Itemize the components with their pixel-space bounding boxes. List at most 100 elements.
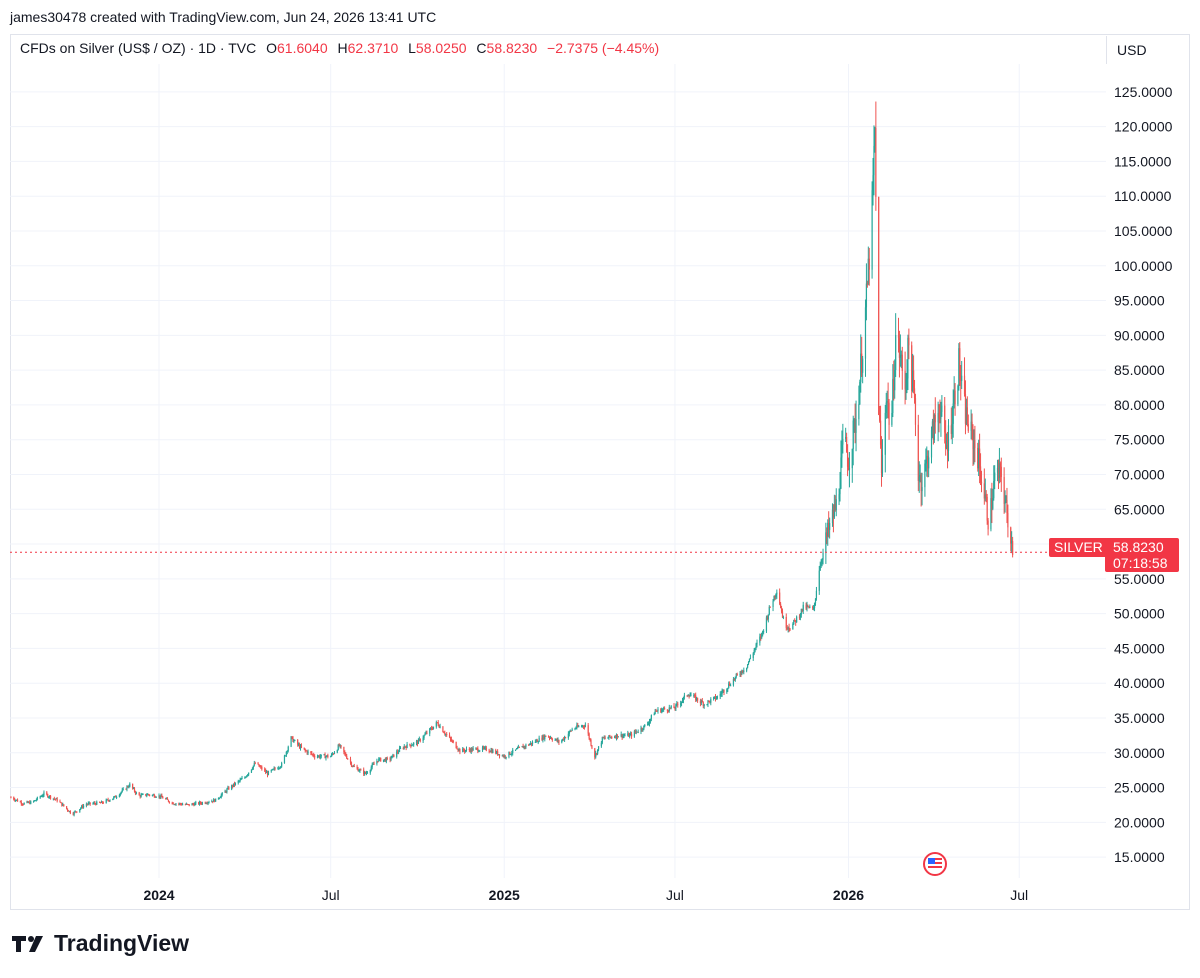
- candle: [241, 775, 243, 780]
- currency-selector[interactable]: USD: [1106, 36, 1190, 64]
- candle-body: [838, 494, 840, 500]
- candle-body: [94, 802, 96, 804]
- candle: [378, 757, 380, 762]
- tradingview-logo[interactable]: TradingView: [12, 930, 189, 957]
- candle-body: [56, 798, 58, 802]
- candle-body: [244, 777, 246, 779]
- y-tick-label: 65.0000: [1114, 501, 1165, 517]
- candle-body: [840, 457, 842, 489]
- candle-body: [413, 742, 415, 745]
- candle-body: [741, 670, 743, 675]
- candle: [397, 749, 400, 755]
- candle-body: [74, 811, 76, 813]
- candle: [650, 714, 652, 722]
- candle-body: [763, 631, 765, 633]
- candle: [853, 418, 855, 433]
- candle-body: [866, 283, 868, 285]
- candle: [518, 746, 520, 748]
- candle-body: [139, 795, 141, 797]
- candle: [809, 604, 811, 609]
- candle-body: [940, 411, 942, 419]
- candle: [431, 725, 433, 731]
- candle-body: [121, 789, 123, 792]
- candle-body: [906, 378, 908, 380]
- candle: [517, 744, 519, 749]
- candle-body: [294, 740, 296, 742]
- candle: [633, 729, 635, 738]
- candle-body: [900, 354, 902, 356]
- candle: [132, 783, 134, 790]
- candle-body: [845, 436, 847, 439]
- candle: [333, 751, 336, 755]
- candle-body: [246, 775, 248, 778]
- candle: [298, 742, 300, 747]
- candle: [675, 703, 677, 712]
- candle-body: [594, 748, 596, 758]
- chart-frame[interactable]: [10, 34, 1190, 910]
- candle: [728, 681, 730, 689]
- candle-body: [951, 423, 953, 434]
- candle: [286, 750, 288, 755]
- candle-body: [675, 704, 677, 709]
- candle-body: [228, 787, 230, 790]
- candle: [862, 355, 864, 384]
- candle: [904, 351, 906, 405]
- candle-body: [767, 614, 769, 620]
- candle-body: [113, 796, 115, 799]
- candle-body: [772, 601, 774, 607]
- candle: [629, 732, 631, 739]
- candle-body: [62, 804, 64, 806]
- candle: [992, 488, 994, 511]
- candle-body: [1007, 513, 1009, 528]
- candle: [710, 697, 712, 706]
- candle: [69, 810, 71, 815]
- candle: [449, 736, 452, 742]
- candle-body: [531, 741, 534, 745]
- candle: [854, 403, 856, 444]
- candle: [536, 738, 538, 743]
- candle-body: [478, 751, 480, 753]
- candle: [530, 742, 533, 747]
- candle-body: [438, 725, 440, 728]
- candle-body: [462, 748, 464, 753]
- candle-body: [674, 708, 676, 710]
- candle-body: [396, 751, 398, 757]
- candle: [571, 727, 573, 732]
- candle-body: [386, 757, 388, 759]
- candle: [997, 459, 1000, 490]
- candle-body: [261, 766, 263, 770]
- candle-body: [547, 736, 550, 738]
- candle-body: [831, 509, 834, 524]
- candle-body: [251, 768, 254, 770]
- candle-body: [237, 781, 239, 783]
- candle-body: [496, 751, 498, 754]
- candle-body: [366, 772, 369, 774]
- candle-body: [683, 695, 685, 698]
- high-value: 62.3710: [347, 40, 399, 56]
- candle-body: [785, 617, 787, 628]
- candle: [41, 794, 43, 798]
- candle: [52, 798, 54, 801]
- candle: [525, 743, 527, 749]
- candle: [567, 731, 569, 740]
- candle-body: [833, 504, 835, 518]
- candle: [702, 701, 704, 709]
- candle-body: [240, 779, 242, 781]
- candle-body: [99, 801, 101, 803]
- candle-body: [502, 755, 504, 757]
- candle-body: [779, 592, 781, 604]
- candle: [14, 797, 16, 802]
- candle-body: [749, 657, 752, 659]
- candle: [352, 764, 354, 768]
- candle-body: [346, 756, 348, 759]
- candle: [895, 313, 897, 378]
- candle: [411, 742, 413, 747]
- candle: [198, 800, 201, 806]
- candle: [168, 801, 171, 804]
- candle: [589, 737, 591, 742]
- candle: [112, 798, 114, 801]
- candle-body: [821, 559, 823, 563]
- candle-body: [734, 676, 736, 680]
- candle-body: [87, 803, 89, 805]
